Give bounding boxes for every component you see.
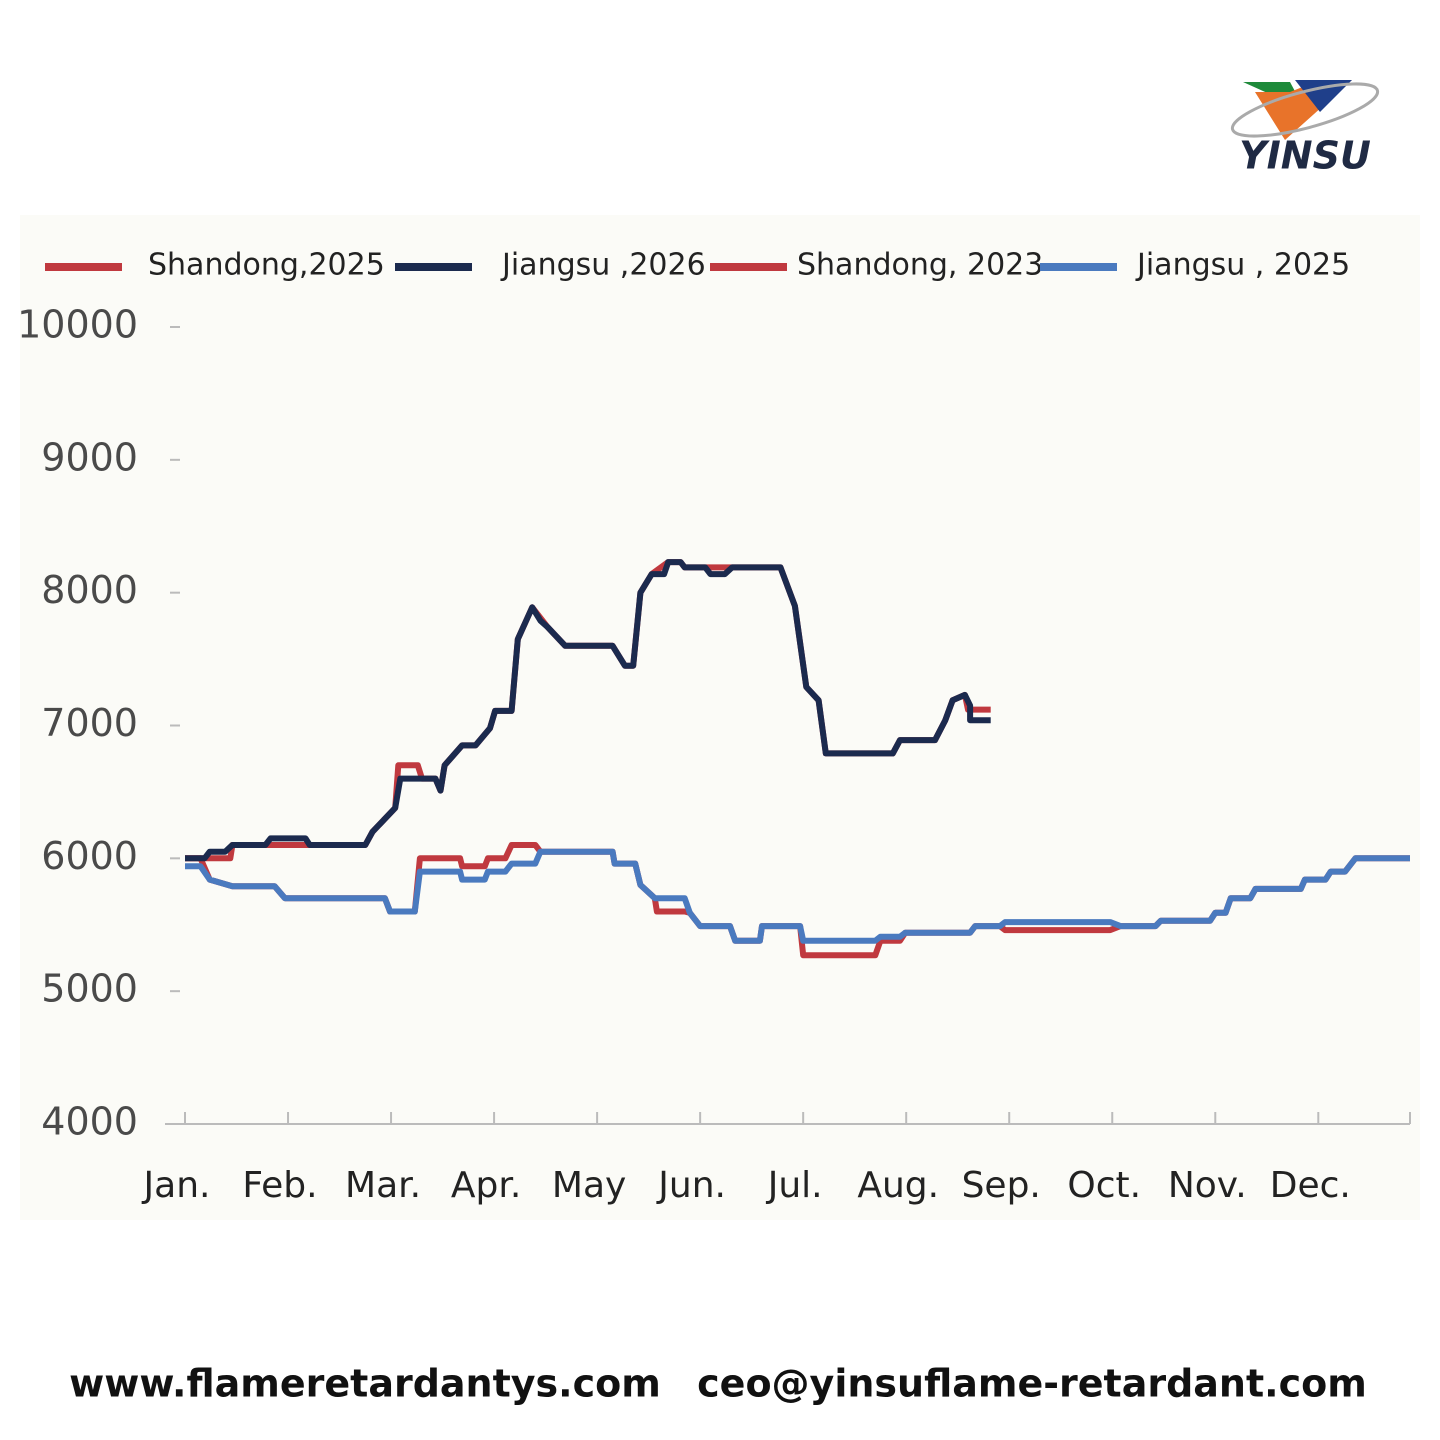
y-tick-label: 5000 xyxy=(41,967,138,1011)
y-tick-label: 9000 xyxy=(41,435,138,479)
footer-email: ceo@yinsuflame-retardant.com xyxy=(697,1362,1367,1406)
series-line xyxy=(185,559,991,862)
plot-background xyxy=(20,215,1420,1220)
y-tick-label: 6000 xyxy=(41,834,138,878)
logo-blue xyxy=(1295,80,1352,112)
x-tick-label: Jul. xyxy=(766,1165,823,1206)
x-tick-label: Feb. xyxy=(242,1165,317,1206)
x-tick-label: Sep. xyxy=(962,1165,1041,1206)
y-tick-label: 10000 xyxy=(17,303,138,347)
legend-label: Shandong,2025 xyxy=(148,248,385,283)
footer-website: www.flameretardantys.com xyxy=(69,1362,661,1406)
x-tick-label: Oct. xyxy=(1067,1165,1141,1206)
logo-ring xyxy=(1230,82,1380,138)
x-tick-label: Aug. xyxy=(857,1165,939,1206)
x-tick-label: Jun. xyxy=(656,1165,726,1206)
series-line xyxy=(185,848,1410,944)
x-tick-label: Mar. xyxy=(345,1165,421,1206)
y-tick-label: 8000 xyxy=(41,568,138,612)
logo: YINSU xyxy=(1230,80,1380,178)
brand: YINSU xyxy=(1239,134,1371,178)
x-tick-label: Dec. xyxy=(1270,1165,1351,1206)
y-tick-label: 4000 xyxy=(41,1100,138,1144)
legend-label: Shandong, 2023 xyxy=(797,248,1043,283)
y-tick-label: 7000 xyxy=(41,701,138,745)
legend-label: Jiangsu , 2025 xyxy=(1135,248,1350,283)
x-tick-label: Apr. xyxy=(451,1165,521,1206)
x-tick-label: Jan. xyxy=(142,1165,211,1206)
x-tick-label: Nov. xyxy=(1168,1165,1247,1206)
legend-label: Jiangsu ,2026 xyxy=(500,248,706,283)
x-tick-label: May xyxy=(552,1165,626,1206)
